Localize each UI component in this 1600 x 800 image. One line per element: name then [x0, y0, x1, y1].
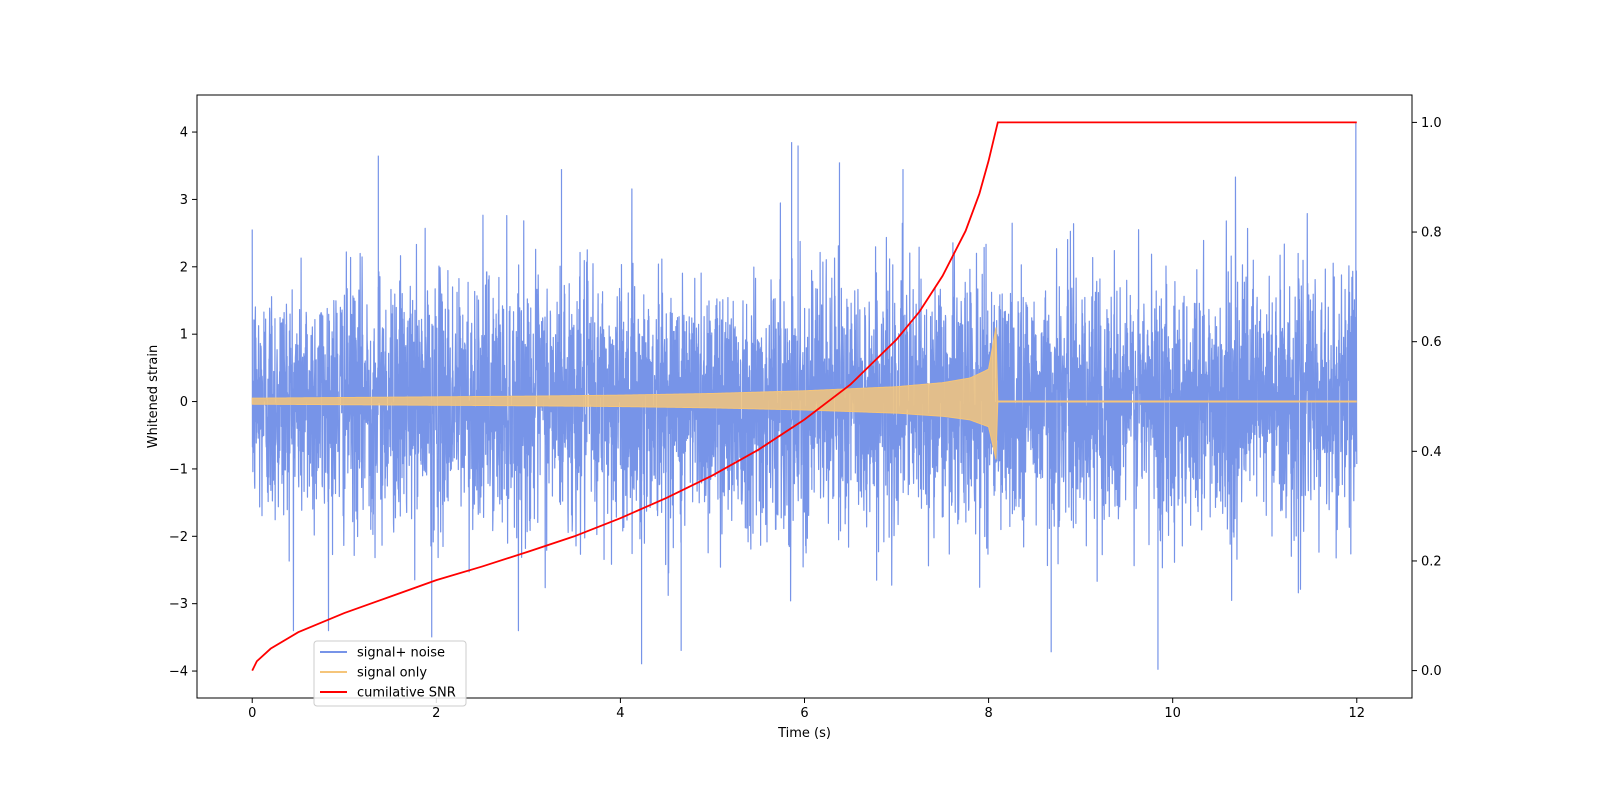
legend-label-cumulative-snr: cumilative SNR — [357, 686, 456, 701]
y2-tick-label: 0.8 — [1421, 226, 1442, 241]
x-axis-label: Time (s) — [777, 726, 831, 741]
legend: signal+ noise signal only cumilative SNR — [313, 640, 467, 707]
x-tick-label: 10 — [1164, 706, 1181, 721]
x-tick-label: 6 — [800, 706, 808, 721]
y2-tick-label: 0.2 — [1421, 554, 1442, 569]
y-tick-label: 0 — [180, 395, 188, 410]
y-axis-label: Whitened strain — [146, 345, 161, 448]
y-tick-label: −1 — [169, 462, 188, 477]
signal-only-band — [251, 327, 999, 460]
x-tick-label: 8 — [984, 706, 992, 721]
y2-tick-label: 1.0 — [1421, 116, 1442, 131]
legend-label-signal-only: signal only — [357, 666, 427, 681]
y2-tick-label: 0.6 — [1421, 335, 1442, 350]
y-tick-label: 1 — [180, 328, 188, 343]
cumulative-snr-series — [251, 121, 1357, 671]
x-tick-label: 0 — [248, 706, 256, 721]
y-tick-label: −2 — [169, 530, 188, 545]
y2-tick-label: 0.0 — [1421, 664, 1442, 679]
legend-box — [313, 640, 467, 707]
x-tick-label: 4 — [616, 706, 624, 721]
y-tick-label: −4 — [169, 665, 188, 680]
y-axis-left: −4 −3 −2 −1 0 1 2 3 4 — [169, 126, 197, 680]
y-tick-label: 4 — [180, 126, 188, 141]
y-tick-label: 2 — [180, 260, 188, 275]
y-tick-label: −3 — [169, 597, 188, 612]
legend-label-signal-plus-noise: signal+ noise — [357, 646, 445, 661]
x-tick-label: 12 — [1348, 706, 1365, 721]
cumulative-snr-line — [251, 121, 1357, 671]
y-tick-label: 3 — [180, 193, 188, 208]
x-axis: 0 2 4 6 8 10 12 — [248, 698, 1365, 721]
signal-only-series — [251, 327, 1357, 460]
y-axis-right: 0.0 0.2 0.4 0.6 0.8 1.0 — [1412, 116, 1442, 679]
x-tick-label: 2 — [432, 706, 440, 721]
y2-tick-label: 0.4 — [1421, 445, 1442, 460]
